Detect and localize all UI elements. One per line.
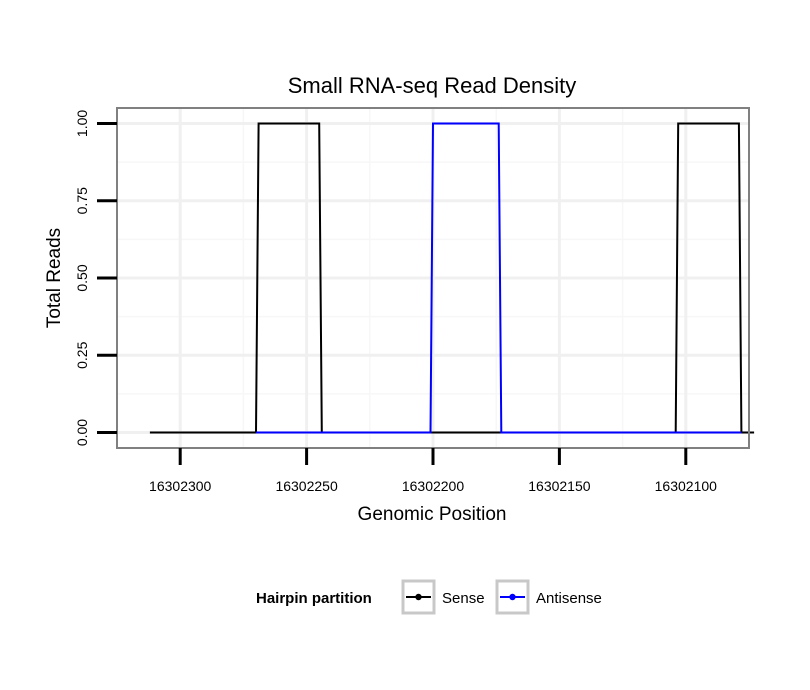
- x-tick-label: 16302100: [655, 478, 718, 494]
- y-tick-label: 0.25: [74, 341, 90, 368]
- series-layer: [149, 122, 755, 434]
- x-axis: 16302300 16302250 16302200 16302150 16302100: [149, 448, 717, 494]
- y-axis-label: Total Reads: [44, 228, 65, 328]
- y-tick-label: 0.00: [74, 419, 90, 446]
- chart-title: Small RNA-seq Read Density: [288, 73, 577, 98]
- legend-label: Antisense: [536, 590, 602, 607]
- legend-entry-sense: Sense: [401, 579, 485, 615]
- x-axis-label: Genomic Position: [358, 504, 507, 525]
- y-tick-label: 0.50: [74, 264, 90, 291]
- series-line-antisense: [256, 122, 742, 434]
- y-tick-label: 1.00: [74, 110, 90, 137]
- x-tick-label: 16302250: [275, 478, 338, 494]
- x-tick-label: 16302200: [402, 478, 465, 494]
- legend: Hairpin partition Sense Antisense: [256, 579, 602, 615]
- x-tick-label: 16302300: [149, 478, 212, 494]
- legend-title: Hairpin partition: [256, 590, 372, 607]
- x-tick-label: 16302150: [528, 478, 591, 494]
- legend-label: Sense: [442, 590, 485, 607]
- y-tick-label: 0.75: [74, 187, 90, 214]
- legend-key-point: [509, 593, 516, 601]
- legend-key-point: [415, 593, 422, 601]
- y-axis: 0.00 0.25 0.50 0.75 1.00: [74, 110, 117, 446]
- legend-entry-antisense: Antisense: [495, 579, 602, 615]
